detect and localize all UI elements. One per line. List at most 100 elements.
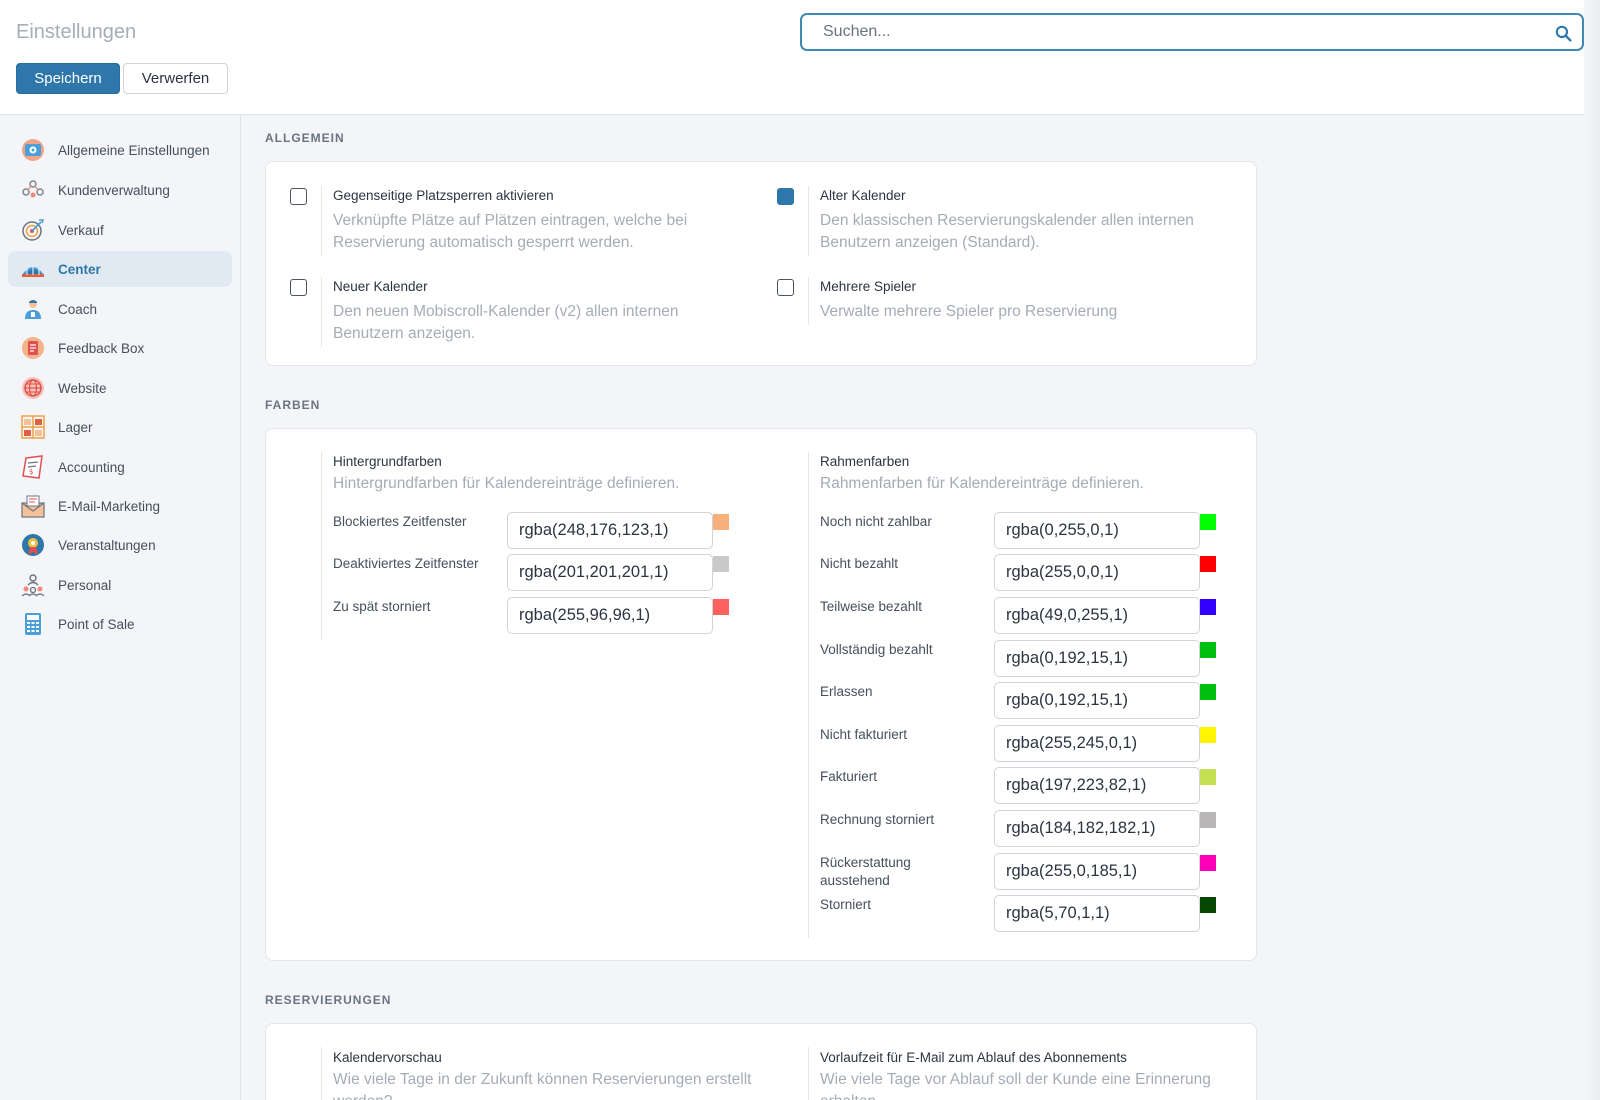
section-title-reservierungen: RESERVIERUNGEN	[265, 993, 391, 1007]
color-swatch[interactable]	[713, 599, 729, 615]
color-label: Rechnung storniert	[820, 811, 990, 829]
subscription-lead-time-description: Wie viele Tage vor Ablauf soll der Kunde…	[820, 1069, 1240, 1100]
discard-button[interactable]: Verwerfen	[123, 63, 228, 94]
color-label: Deaktiviertes Zeitfenster	[333, 555, 503, 573]
sidebar-item-label: Lager	[58, 420, 93, 435]
search-icon[interactable]	[1555, 25, 1572, 42]
sidebar-item-website[interactable]: Website	[8, 370, 232, 406]
sidebar-item-label: Veranstaltungen	[58, 538, 156, 553]
sidebar-item-label: Personal	[58, 578, 111, 593]
event-icon	[21, 533, 45, 557]
target-icon	[21, 218, 45, 242]
staff-icon	[21, 573, 45, 597]
color-swatch[interactable]	[1200, 769, 1216, 785]
option-title: Neuer Kalender	[333, 279, 428, 294]
background-colors-title: Hintergrundfarben	[333, 454, 442, 469]
coach-icon	[21, 297, 45, 321]
checkbox-neuer-kalender[interactable]	[290, 279, 307, 296]
option-description: Den neuen Mobiscroll-Kalender (v2) allen…	[333, 301, 753, 345]
customers-icon	[21, 178, 45, 202]
color-label: Vollständig bezahlt	[820, 641, 990, 659]
color-input-noch-nicht-zahlbar[interactable]	[994, 512, 1200, 549]
checkbox-mehrere-spieler[interactable]	[777, 279, 794, 296]
color-input-zu-spaet-storniert[interactable]	[507, 597, 713, 634]
color-label: Noch nicht zahlbar	[820, 513, 990, 531]
sidebar-item-coach[interactable]: Coach	[8, 291, 232, 327]
checkbox-alter-kalender[interactable]	[777, 188, 794, 205]
color-swatch[interactable]	[1200, 514, 1216, 530]
feedback-icon	[21, 336, 45, 360]
color-label: Zu spät storniert	[333, 598, 503, 616]
color-label: Teilweise bezahlt	[820, 598, 990, 616]
color-input-erlassen[interactable]	[994, 682, 1200, 719]
color-input-rechnung-storniert[interactable]	[994, 810, 1200, 847]
color-input-nicht-fakturiert[interactable]	[994, 725, 1200, 762]
color-input-blockiertes-zeitfenster[interactable]	[507, 512, 713, 549]
sidebar-item-verkauf[interactable]: Verkauf	[8, 212, 232, 248]
border-colors-description: Rahmenfarben für Kalendereinträge defini…	[820, 473, 1144, 495]
color-swatch[interactable]	[1200, 599, 1216, 615]
subscription-lead-time-title: Vorlaufzeit für E-Mail zum Ablauf des Ab…	[820, 1050, 1127, 1065]
sidebar-item-feedback-box[interactable]: Feedback Box	[8, 330, 232, 366]
color-swatch[interactable]	[1200, 642, 1216, 658]
card-reservierungen: Kalendervorschau Wie viele Tage in der Z…	[265, 1023, 1257, 1100]
color-label: Fakturiert	[820, 768, 990, 786]
sidebar-item-label: Coach	[58, 302, 97, 317]
search-box[interactable]	[800, 13, 1584, 51]
color-label: Erlassen	[820, 683, 990, 701]
option-description: Den klassischen Reservierungskalender al…	[820, 210, 1240, 254]
color-input-teilweise-bezahlt[interactable]	[994, 597, 1200, 634]
sidebar-item-label: Feedback Box	[58, 341, 144, 356]
color-input-nicht-bezahlt[interactable]	[994, 554, 1200, 591]
color-input-deaktiviertes-zeitfenster[interactable]	[507, 554, 713, 591]
section-title-allgemein: ALLGEMEIN	[265, 131, 345, 145]
color-input-fakturiert[interactable]	[994, 767, 1200, 804]
sidebar-item-veranstaltungen[interactable]: Veranstaltungen	[8, 527, 232, 563]
color-swatch[interactable]	[713, 514, 729, 530]
sidebar-item-label: Kundenverwaltung	[58, 183, 170, 198]
sidebar-item-label: Accounting	[58, 460, 125, 475]
sidebar-item-label: Verkauf	[58, 223, 104, 238]
sidebar-item-label: Center	[58, 262, 101, 277]
color-swatch[interactable]	[1200, 855, 1216, 871]
color-swatch[interactable]	[1200, 684, 1216, 700]
sidebar-item-lager[interactable]: Lager	[8, 409, 232, 445]
checkbox-platzsperren[interactable]	[290, 188, 307, 205]
sidebar-item-personal[interactable]: Personal	[8, 567, 232, 603]
card-farben: Hintergrundfarben Hintergrundfarben für …	[265, 428, 1257, 961]
invoice-icon: $	[21, 455, 45, 479]
color-input-vollstaendig-bezahlt[interactable]	[994, 640, 1200, 677]
save-button[interactable]: Speichern	[16, 63, 120, 94]
color-label: Rückerstattung ausstehend	[820, 854, 940, 890]
color-label: Nicht bezahlt	[820, 555, 990, 573]
sidebar-item-e-mail-marketing[interactable]: E-Mail-Marketing	[8, 488, 232, 524]
color-swatch[interactable]	[1200, 897, 1216, 913]
page-edge-shadow	[1584, 0, 1600, 1100]
settings-icon	[21, 138, 45, 162]
calendar-preview-description: Wie viele Tage in der Zukunft können Res…	[333, 1069, 753, 1100]
color-swatch[interactable]	[1200, 556, 1216, 572]
color-input-rueckerstattung-ausstehend[interactable]	[994, 853, 1200, 890]
sidebar-item-label: Point of Sale	[58, 617, 135, 632]
sidebar-item-allgemeine-einstellungen[interactable]: Allgemeine Einstellungen	[8, 132, 232, 168]
option-description: Verwalte mehrere Spieler pro Reservierun…	[820, 301, 1240, 323]
stadium-icon	[21, 257, 45, 281]
sidebar-item-label: Allgemeine Einstellungen	[58, 143, 210, 158]
sidebar-item-accounting[interactable]: $ Accounting	[8, 449, 232, 485]
color-input-storniert[interactable]	[994, 895, 1200, 932]
option-title: Alter Kalender	[820, 188, 906, 203]
sidebar-item-kundenverwaltung[interactable]: Kundenverwaltung	[8, 172, 232, 208]
svg-text:$: $	[29, 468, 33, 476]
section-title-farben: FARBEN	[265, 398, 320, 412]
color-swatch[interactable]	[1200, 812, 1216, 828]
color-swatch[interactable]	[1200, 727, 1216, 743]
sidebar-item-point-of-sale[interactable]: Point of Sale	[8, 606, 232, 642]
sidebar-item-center[interactable]: Center	[8, 251, 232, 287]
color-label: Storniert	[820, 896, 990, 914]
color-swatch[interactable]	[713, 556, 729, 572]
mail-icon	[21, 494, 45, 518]
sidebar-item-label: Website	[58, 381, 107, 396]
option-title: Gegenseitige Platzsperren aktivieren	[333, 188, 554, 203]
color-label: Blockiertes Zeitfenster	[333, 513, 503, 531]
search-input[interactable]	[802, 15, 1542, 49]
